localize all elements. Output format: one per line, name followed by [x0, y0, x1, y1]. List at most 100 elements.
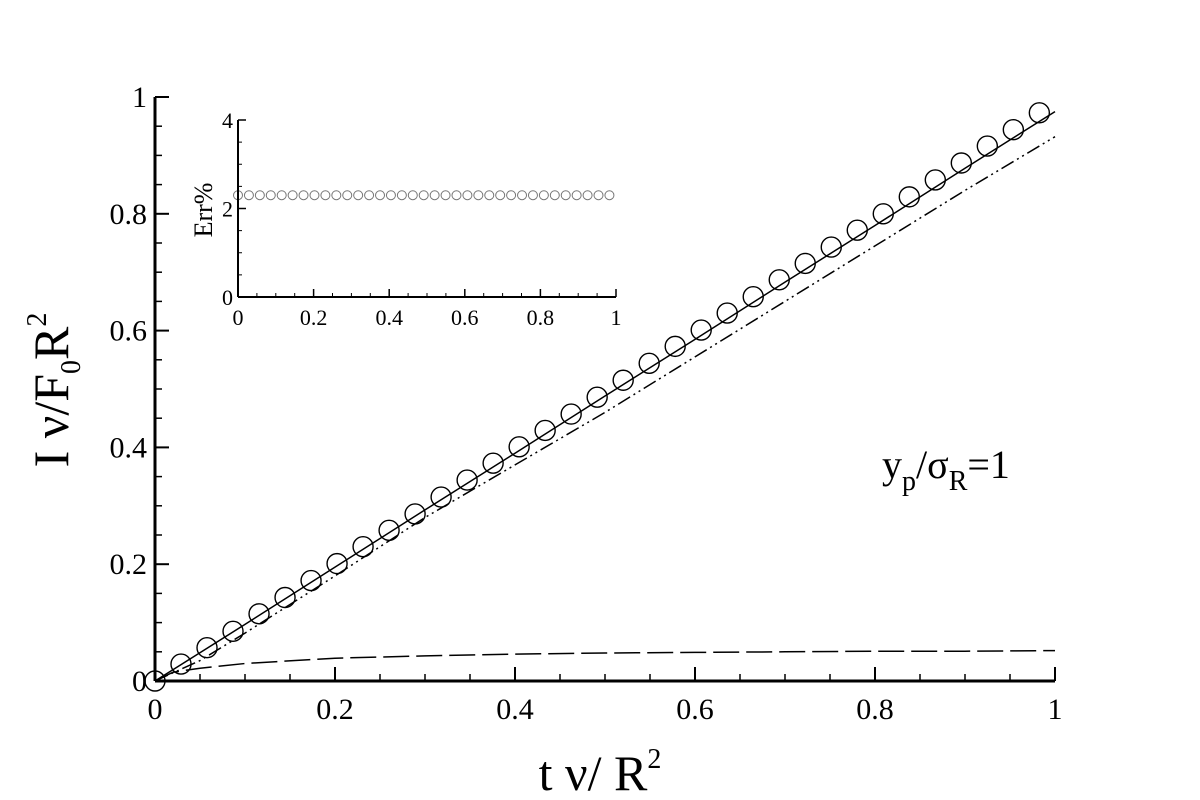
inset-data-point	[506, 190, 517, 201]
y-tick-label: 0.8	[110, 198, 148, 231]
y-axis-title-pre: I ν/F	[23, 374, 79, 467]
y-axis-title: I ν/F0R2	[22, 313, 87, 468]
data-point	[534, 419, 556, 442]
data-point	[976, 135, 999, 157]
inset-data-point	[396, 190, 407, 201]
inset-y-tick-label: 4	[222, 108, 233, 133]
data-point	[196, 637, 218, 659]
inset-axes: 0 0.2 0.4 0.6 0.8 1 0 2 4	[222, 108, 622, 330]
inset-data-point	[473, 190, 484, 201]
inset-data-point	[582, 190, 593, 201]
data-point	[690, 319, 712, 341]
x-axis-title-base: t ν/ R	[539, 745, 648, 800]
inset-data-point	[604, 190, 615, 201]
inset-data-point	[309, 190, 320, 201]
y-axis-title-mid: R	[23, 326, 79, 360]
x-tick-label: 0.8	[856, 693, 894, 726]
y-axis-title-sub: 0	[56, 360, 87, 374]
inset-data-point	[517, 190, 528, 201]
inset-data-point	[375, 190, 386, 201]
inset-data-point	[331, 190, 342, 201]
data-point	[586, 386, 608, 408]
inset-data-point	[560, 190, 571, 201]
inset-x-tick-label: 1	[611, 305, 622, 330]
y-tick-label: 1	[132, 81, 147, 114]
x-tick-label: 0.4	[496, 693, 534, 726]
annotation-a: y	[882, 442, 902, 487]
inset-data-point	[549, 190, 560, 201]
main-plot: 0 0.2 0.4 0.6 0.8 1 0 0.2 0.4 0.6 0.8 1	[110, 81, 1063, 726]
inset-data-point	[527, 190, 538, 201]
series-line-dash-dot-dot	[154, 136, 1056, 682]
inset-data-point	[320, 190, 331, 201]
inset-y-tick-label: 0	[222, 285, 233, 310]
annotation-c: =1	[967, 442, 1010, 487]
inset-y-tick-label: 2	[222, 197, 233, 222]
x-tick-label: 0.2	[316, 693, 354, 726]
data-point	[560, 403, 582, 425]
inset-data-point	[571, 190, 582, 201]
inset-data-point	[495, 190, 506, 201]
inset-x-tick-label: 0.4	[375, 305, 403, 330]
series-line-solid	[154, 110, 1056, 682]
y-tick-label: 0.2	[110, 548, 148, 581]
data-point	[430, 486, 452, 508]
inset-x-tick-label: 0.2	[300, 305, 328, 330]
inset-data-point	[451, 190, 462, 201]
inset-data-point	[462, 190, 473, 201]
inset-data-point	[407, 190, 418, 201]
data-point	[352, 535, 374, 558]
inset-data-point	[593, 190, 604, 201]
inset-data-point	[287, 190, 298, 201]
inset-data-point	[484, 190, 495, 201]
data-point	[326, 552, 348, 575]
data-point	[638, 352, 660, 375]
data-point	[508, 436, 530, 458]
y-tick-label: 0.6	[110, 315, 148, 348]
inset-data-point	[418, 190, 429, 201]
inset-data-point	[364, 190, 375, 201]
data-point	[456, 469, 478, 491]
parameter-annotation: yp/σR=1	[882, 442, 1010, 497]
inset-x-tick-label: 0	[233, 305, 244, 330]
y-tick-label: 0	[132, 665, 147, 698]
data-point	[612, 369, 634, 391]
data-point	[248, 603, 270, 625]
inset-data-point	[353, 190, 364, 201]
inset-series-layer	[233, 190, 615, 201]
annotation-a-sub: p	[902, 466, 916, 497]
data-point	[274, 586, 296, 609]
x-tick-label: 0	[148, 693, 163, 726]
inset-x-tick-label: 0.8	[527, 305, 555, 330]
annotation-b: /σ	[916, 442, 949, 487]
inset-x-tick-label: 0.6	[451, 305, 479, 330]
inset-plot: 0 0.2 0.4 0.6 0.8 1 0 2 4	[222, 108, 622, 330]
inset-data-point	[265, 190, 276, 201]
inset-data-point	[440, 190, 451, 201]
x-tick-label: 1	[1048, 693, 1063, 726]
y-axis-title-sup: 2	[22, 313, 53, 327]
inset-data-point	[276, 190, 287, 201]
inset-data-point	[254, 190, 265, 201]
y-tick-label: 0.4	[110, 431, 148, 464]
data-point	[1028, 102, 1051, 124]
data-point	[482, 452, 504, 474]
main-series-layer	[144, 102, 1056, 692]
data-point	[1002, 119, 1025, 141]
main-axes: 0 0.2 0.4 0.6 0.8 1 0 0.2 0.4 0.6 0.8 1	[110, 81, 1063, 726]
inset-data-point	[342, 190, 353, 201]
inset-data-point	[538, 190, 549, 201]
inset-data-point	[429, 190, 440, 201]
inset-data-point	[298, 190, 309, 201]
data-point	[222, 620, 244, 643]
inset-y-axis-title: Err%	[189, 183, 218, 238]
annotation-b-sub: R	[949, 466, 968, 497]
data-point	[950, 152, 973, 174]
inset-data-point	[385, 190, 396, 201]
x-axis-title: t ν/ R2	[539, 744, 662, 800]
series-line-dashed	[154, 649, 1056, 682]
inset-data-point	[243, 190, 254, 201]
x-tick-label: 0.6	[676, 693, 714, 726]
x-axis-title-sup: 2	[647, 744, 661, 775]
